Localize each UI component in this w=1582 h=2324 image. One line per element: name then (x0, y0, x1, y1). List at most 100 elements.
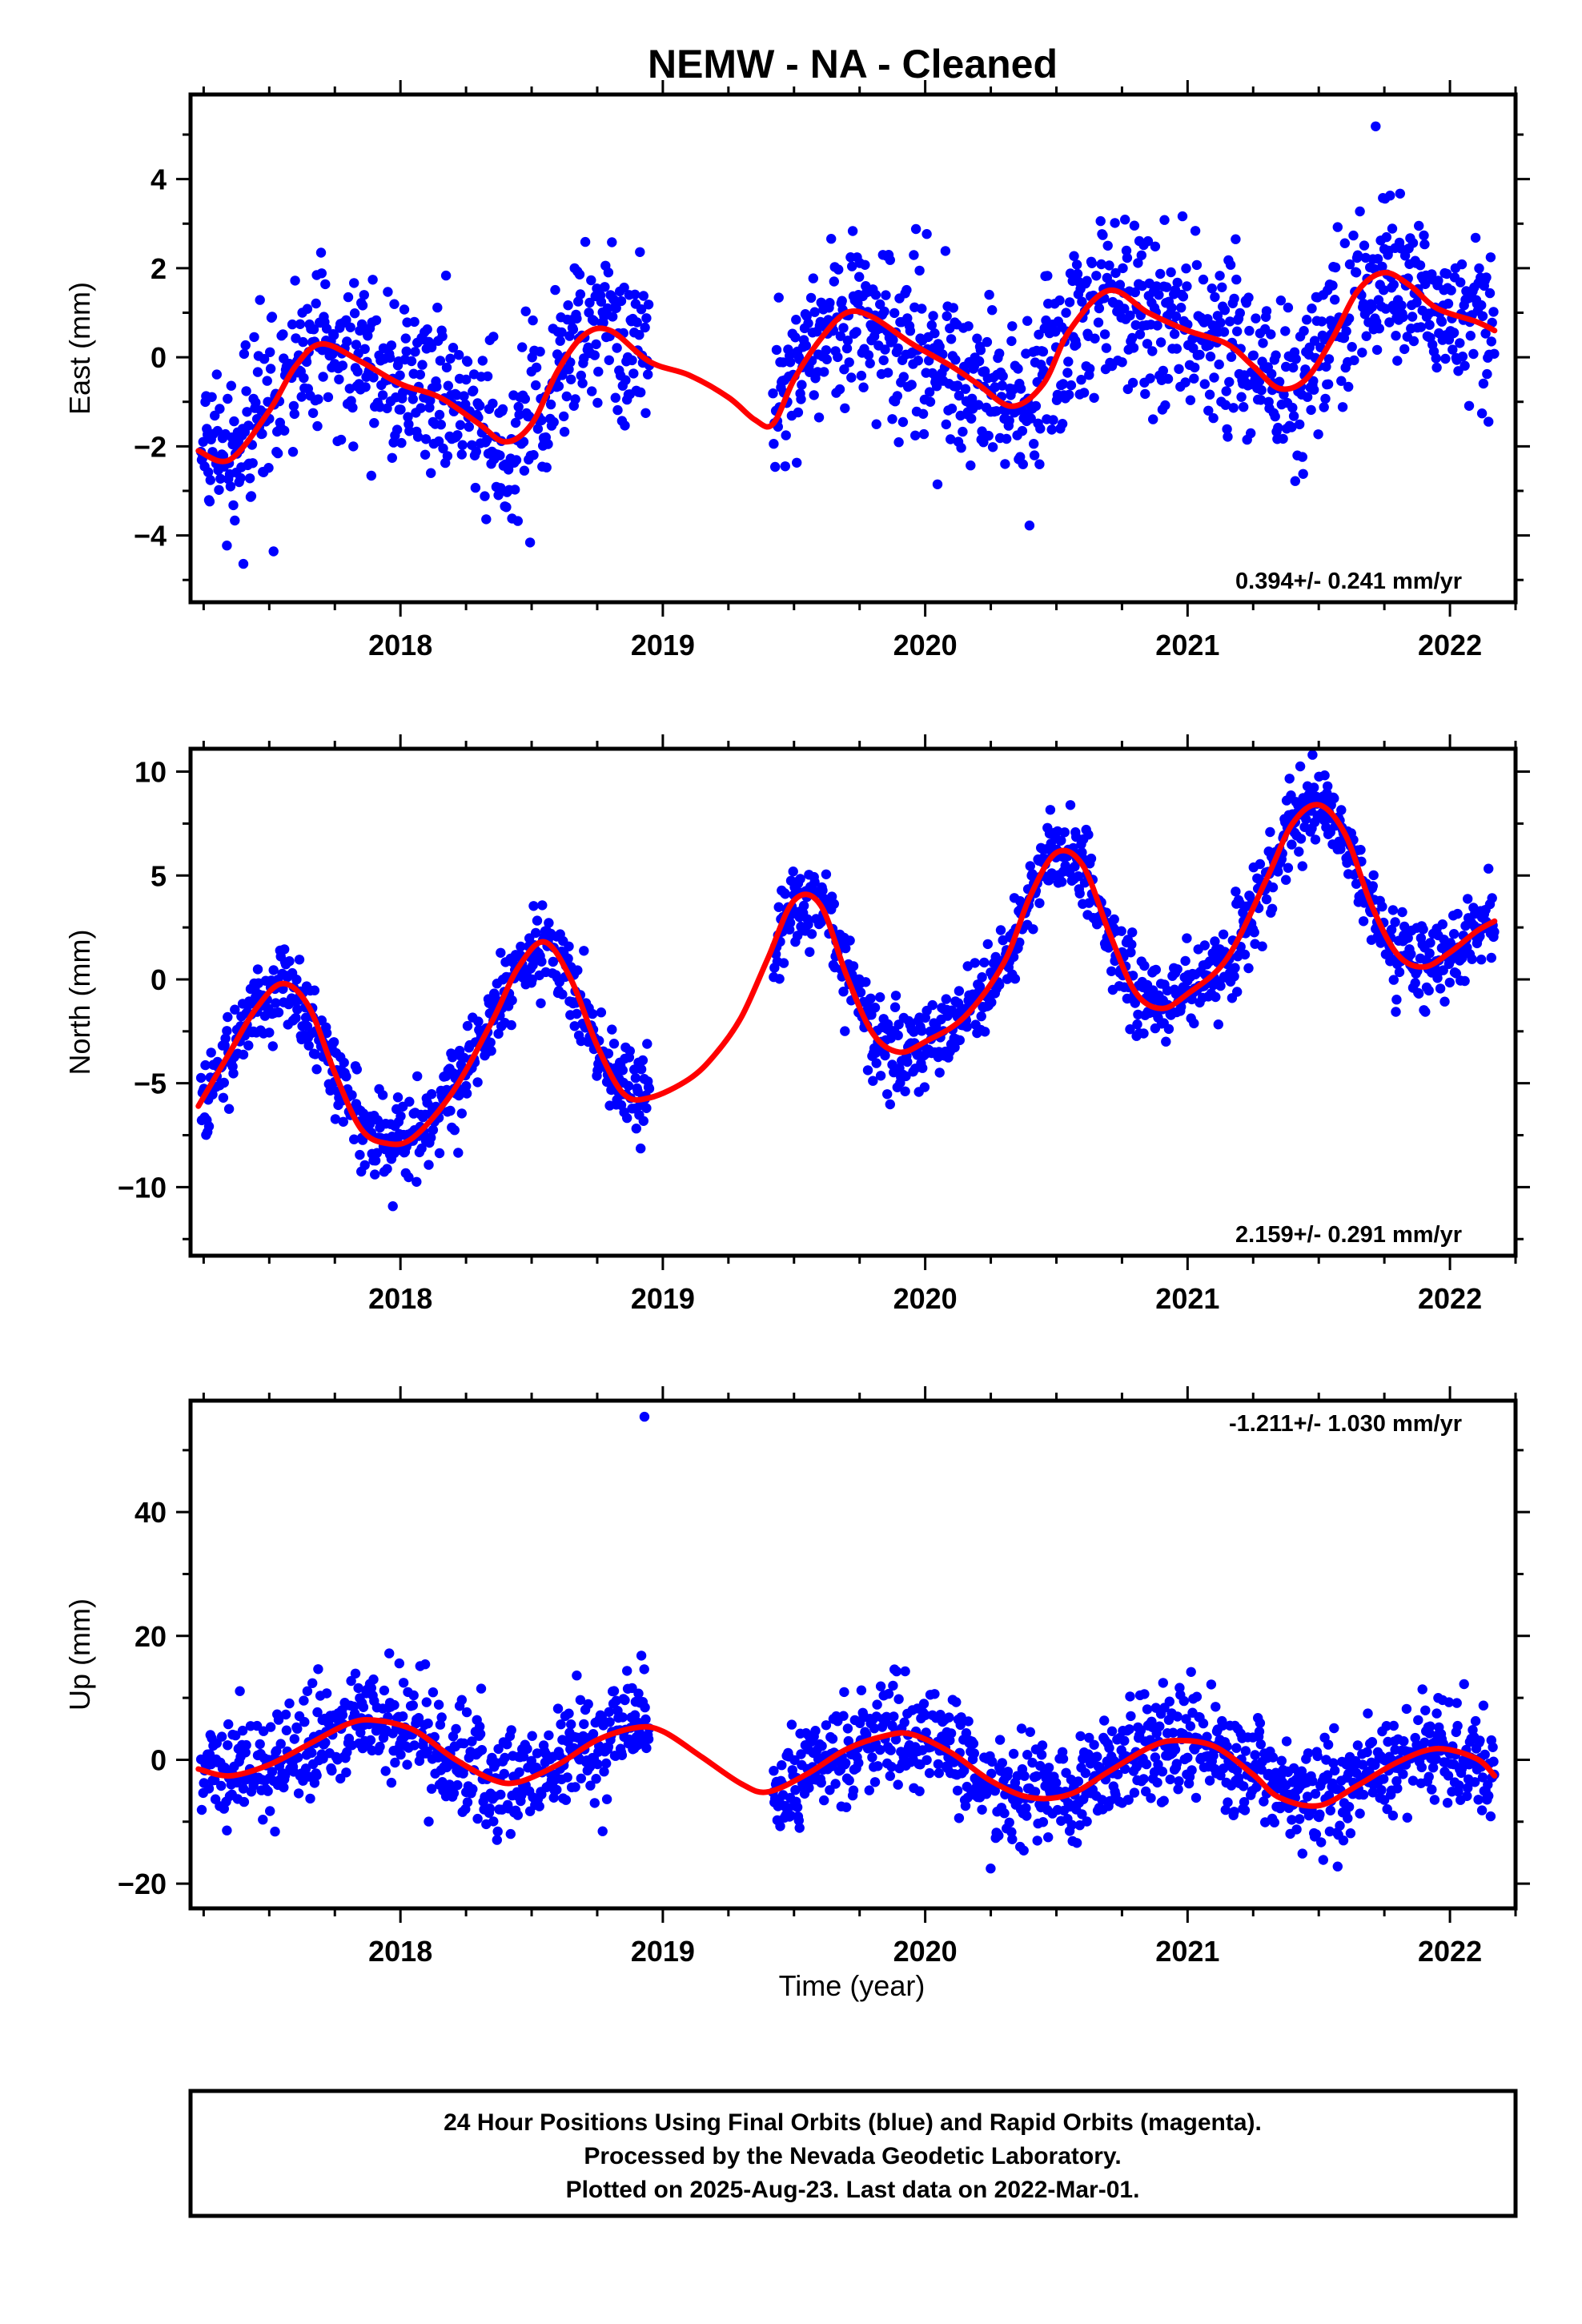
data-point (790, 332, 801, 343)
data-point (308, 324, 319, 335)
data-point (371, 1148, 383, 1158)
data-point (889, 1711, 899, 1722)
data-point (880, 1050, 890, 1061)
data-point (888, 1680, 898, 1691)
data-point (1166, 267, 1176, 278)
data-point (793, 1815, 804, 1826)
data-point (1146, 1793, 1156, 1803)
data-point (1435, 983, 1446, 994)
data-point (501, 502, 512, 513)
data-point (1281, 875, 1291, 885)
data-point (1130, 320, 1141, 331)
data-point (1133, 258, 1143, 268)
data-point (258, 1815, 268, 1825)
data-point (223, 393, 233, 404)
data-point (299, 1717, 310, 1727)
data-point (351, 340, 362, 350)
data-point (1181, 263, 1191, 274)
data-point (1002, 433, 1012, 444)
data-point (459, 391, 469, 401)
data-point (1427, 1763, 1439, 1773)
data-point (273, 1007, 284, 1018)
data-point (484, 1803, 495, 1814)
data-point (1402, 1812, 1413, 1823)
data-point (461, 1088, 472, 1099)
data-point (572, 965, 583, 975)
data-point (1099, 329, 1110, 340)
data-point (636, 1143, 646, 1154)
data-point (946, 1728, 957, 1739)
data-point (1106, 966, 1117, 977)
data-point (1368, 870, 1379, 881)
data-point (452, 430, 463, 440)
x-tick-label: 2019 (631, 629, 695, 661)
data-point (847, 226, 858, 236)
data-point (1007, 321, 1018, 332)
data-point (1423, 985, 1434, 996)
chart-title: NEMW - NA - Cleaned (648, 42, 1058, 86)
data-point (1363, 1708, 1373, 1719)
data-point (359, 290, 369, 300)
data-point (426, 1783, 437, 1794)
data-point (1008, 1748, 1019, 1759)
data-point (1007, 1834, 1018, 1844)
data-point (1419, 239, 1430, 250)
data-point (1022, 316, 1033, 326)
data-point (1058, 379, 1069, 389)
data-point (222, 541, 232, 551)
data-point (1244, 325, 1255, 336)
data-point (977, 1804, 987, 1815)
data-point (1126, 939, 1137, 950)
data-point (788, 866, 798, 877)
data-point (641, 313, 652, 324)
data-point (804, 1783, 814, 1793)
data-point (1336, 805, 1347, 815)
data-point (531, 927, 541, 939)
data-point (548, 416, 559, 428)
data-point (421, 1697, 432, 1707)
data-point (1169, 328, 1180, 340)
data-point (1457, 352, 1468, 362)
data-point (975, 345, 986, 356)
data-point (954, 390, 965, 401)
data-point (435, 356, 446, 366)
data-point (1104, 1743, 1114, 1753)
data-point (1110, 267, 1121, 279)
data-point (1442, 268, 1452, 279)
data-point (1440, 353, 1451, 364)
data-point (367, 275, 378, 285)
data-point (853, 1758, 864, 1768)
data-point (412, 1176, 422, 1188)
data-point (632, 1086, 643, 1097)
data-point (1010, 974, 1021, 984)
data-point (1085, 364, 1095, 374)
data-point (1476, 955, 1487, 965)
data-point (1036, 1750, 1047, 1760)
data-point (791, 315, 801, 325)
data-point (488, 1816, 499, 1827)
data-point (401, 346, 412, 356)
data-point (536, 956, 547, 967)
data-point (1309, 384, 1319, 395)
data-point (642, 1039, 652, 1049)
data-point (1455, 338, 1465, 348)
data-point (459, 1738, 469, 1749)
data-point (1288, 411, 1299, 421)
data-point (1306, 404, 1316, 416)
data-point (570, 394, 580, 404)
data-point (950, 1042, 960, 1053)
data-point (640, 408, 651, 418)
data-point (300, 1012, 311, 1023)
data-point (1483, 1779, 1493, 1790)
data-point (1205, 352, 1216, 362)
data-point (1311, 1829, 1322, 1839)
data-point (841, 1758, 851, 1768)
data-point (1328, 1758, 1339, 1768)
data-point (900, 1086, 910, 1097)
data-point (798, 900, 809, 911)
data-point (535, 346, 545, 357)
data-point (545, 399, 556, 410)
data-point (856, 1685, 867, 1695)
data-point (259, 354, 270, 364)
data-point (210, 410, 220, 421)
